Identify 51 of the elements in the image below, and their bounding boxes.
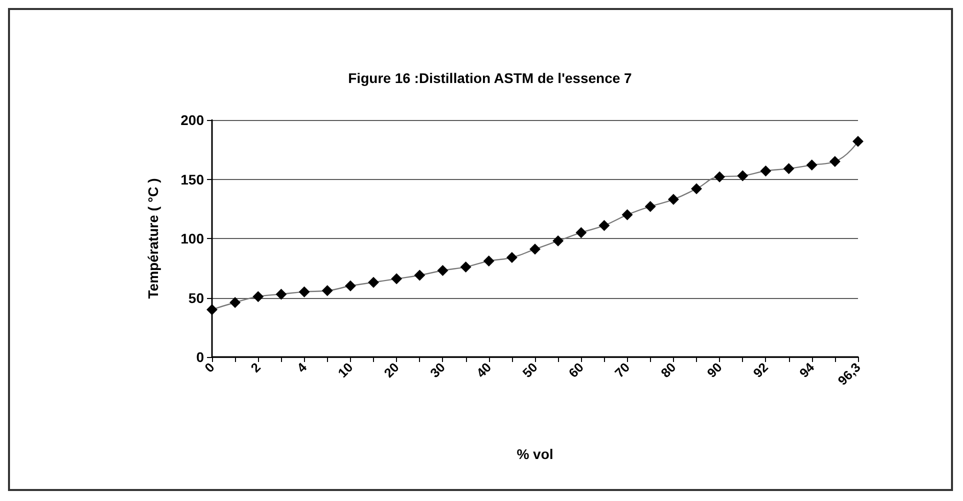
point xyxy=(460,261,472,272)
x-tick-label: 80 xyxy=(658,360,679,381)
y-tick-label: 100 xyxy=(180,230,204,246)
x-tick-label: 10 xyxy=(334,360,356,381)
x-tick-label: 40 xyxy=(473,360,494,381)
x-tick-label: 96,3 xyxy=(834,360,864,388)
point xyxy=(622,209,633,220)
x-tick-label: 30 xyxy=(427,360,448,381)
point xyxy=(298,286,310,298)
x-axis-title: % vol xyxy=(516,446,554,462)
x-tick-label: 94 xyxy=(796,359,818,381)
point xyxy=(737,170,748,182)
point xyxy=(414,270,426,281)
point xyxy=(483,256,494,267)
y-tick-label: 50 xyxy=(188,290,204,306)
point xyxy=(783,163,794,174)
point xyxy=(714,171,726,182)
x-tick-label: 92 xyxy=(750,360,772,381)
x-tick-label: 90 xyxy=(704,360,725,381)
x-tick-label: 2 xyxy=(248,360,264,376)
point xyxy=(252,291,264,302)
point xyxy=(322,285,333,296)
y-tick-label: 0 xyxy=(196,349,204,365)
x-tick-label: 50 xyxy=(519,360,540,381)
point xyxy=(806,160,818,171)
point xyxy=(644,201,656,212)
x-tick-label: 70 xyxy=(612,360,633,381)
point xyxy=(829,156,840,167)
point xyxy=(530,244,540,255)
y-tick-label: 200 xyxy=(180,112,204,128)
point xyxy=(576,227,587,238)
point xyxy=(437,264,448,276)
point xyxy=(552,235,564,246)
point xyxy=(760,165,772,176)
point xyxy=(691,183,702,194)
point xyxy=(852,136,864,147)
point xyxy=(391,273,402,284)
point xyxy=(230,296,241,308)
point xyxy=(206,304,218,316)
x-tick-label: 60 xyxy=(566,360,586,381)
chart-title: Figure 16 :Distillation ASTM de l'essence 7 xyxy=(348,70,632,86)
point xyxy=(506,252,518,263)
point xyxy=(598,220,610,231)
y-axis-title: Température ( °C ) xyxy=(145,178,161,299)
x-tick-label: 4 xyxy=(294,359,310,376)
x-tick-label: 20 xyxy=(381,360,402,381)
point xyxy=(668,194,679,205)
y-tick-label: 150 xyxy=(180,171,204,188)
point xyxy=(368,276,379,288)
point xyxy=(276,288,287,300)
point xyxy=(344,280,356,292)
